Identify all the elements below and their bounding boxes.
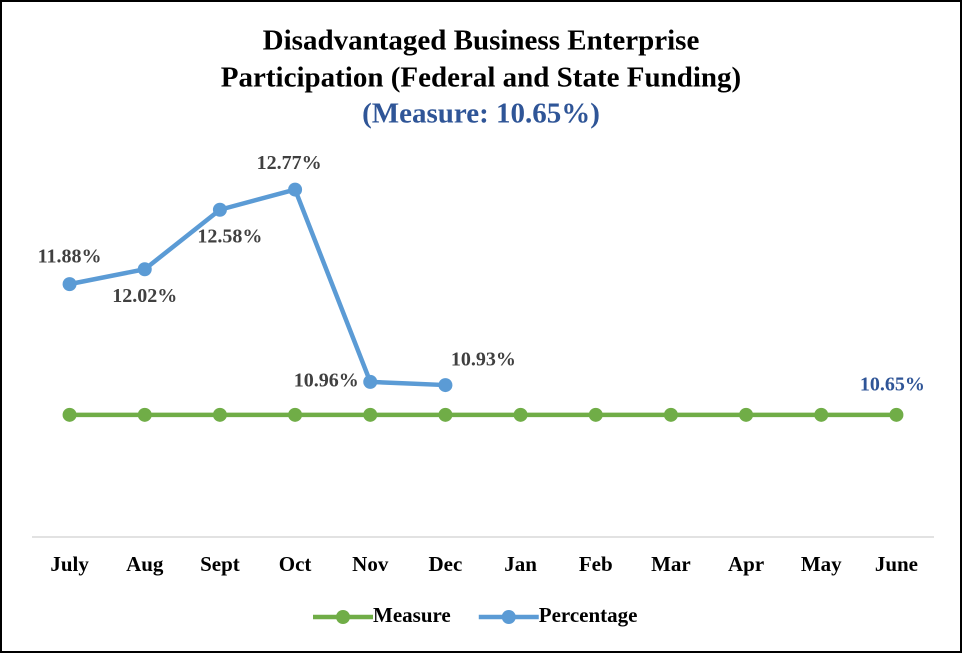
chart-title: Participation (Federal and State Funding… [221,62,741,94]
data-point [814,407,829,422]
data-point [889,407,904,422]
data-point [137,262,152,277]
data-point [137,407,152,422]
x-tick-label: Mar [651,552,691,576]
legend-label: Measure [373,603,451,627]
x-tick-label: May [801,552,842,576]
data-label: 11.88% [38,246,102,268]
data-point [438,407,453,422]
x-tick-label: Jan [504,552,537,576]
data-point [288,407,303,422]
data-label: 12.58% [197,225,262,247]
data-label: 12.77% [257,152,322,174]
legend-label: Percentage [539,603,638,627]
x-tick-label: Aug [126,552,164,576]
chart-subtitle: (Measure: 10.65%) [362,98,600,130]
data-point [288,182,303,197]
x-tick-label: Oct [279,552,312,576]
data-point [62,407,77,422]
legend-marker [336,610,350,624]
data-point [363,407,378,422]
data-point [212,407,227,422]
legend-marker [501,610,516,624]
x-tick-label: Dec [429,552,463,576]
data-point [438,378,453,393]
x-tick-label: Apr [728,552,764,576]
data-point [588,407,603,422]
data-point [739,407,754,422]
data-label: 12.02% [112,285,177,307]
data-point [513,407,528,422]
x-tick-label: Feb [579,552,613,576]
data-point [62,277,77,292]
x-tick-label: Nov [352,552,389,576]
data-label: 10.65% [860,373,925,395]
data-point [212,202,227,217]
data-point [363,374,378,389]
data-label: 10.93% [451,349,516,371]
data-point [663,407,678,422]
x-tick-label: July [50,552,89,576]
x-tick-label: Sept [200,552,240,576]
chart-title: Disadvantaged Business Enterprise [263,25,700,57]
data-label: 10.96% [294,369,359,391]
x-tick-label: June [875,552,918,576]
series-line [69,187,446,388]
